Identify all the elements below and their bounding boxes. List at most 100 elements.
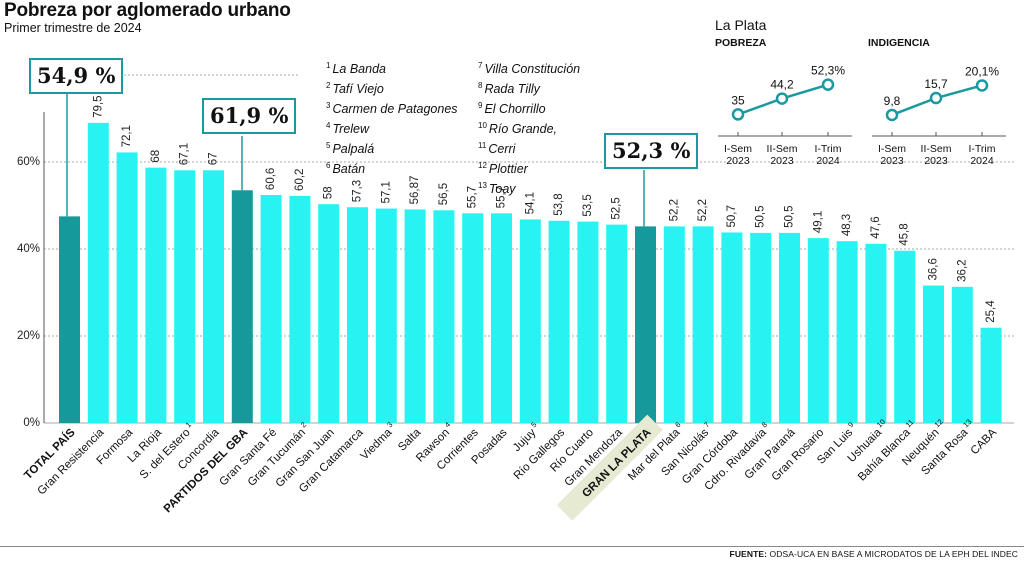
x-tick-label: CABA — [969, 426, 1000, 457]
page-title: Pobreza por aglomerado urbano — [4, 0, 291, 21]
source-label: FUENTE: — [729, 549, 768, 559]
footnote-item: 4 Trelew — [326, 118, 458, 138]
footnote-number: 11 — [478, 140, 487, 150]
inset-period-year: 2023 — [770, 155, 794, 167]
inset-point-label: 9,8 — [884, 94, 901, 108]
bar-value-label: 56,87 — [409, 176, 421, 205]
bar-value-label: 60,2 — [294, 169, 306, 191]
footnote-item: 11 Cerri — [478, 138, 580, 158]
footnote-text: El Chorrillo — [484, 102, 546, 117]
bar-value-label: 52,2 — [668, 199, 680, 221]
footnote-number: 8 — [478, 80, 483, 90]
bar — [145, 167, 167, 423]
inset-period-label: II-Sem — [767, 143, 798, 155]
bar — [404, 209, 426, 423]
x-tick-superscript: 2 — [299, 420, 308, 429]
bar — [203, 170, 224, 423]
x-tick-superscript: 3 — [385, 420, 394, 429]
x-tick-superscript: 4 — [443, 420, 452, 429]
bar — [519, 219, 541, 423]
inset-pobreza-heading: POBREZA — [715, 37, 767, 49]
inset-point — [929, 91, 943, 105]
inset-period-label: I-Sem — [878, 143, 906, 155]
bar-value-label: 57,1 — [380, 181, 392, 203]
bar — [894, 250, 916, 423]
footnote-text: La Banda — [332, 62, 386, 77]
bar — [980, 327, 1002, 423]
footnote-number: 10 — [478, 120, 487, 130]
inset-point-label: 52,3% — [811, 64, 845, 78]
inset-point — [775, 92, 789, 105]
bar — [663, 226, 685, 423]
y-tick-label: 60% — [17, 156, 40, 168]
bar — [318, 204, 340, 423]
x-label-group: CABA — [969, 426, 1000, 457]
bar — [87, 122, 109, 423]
footnote-number: 5 — [326, 140, 331, 150]
bar — [260, 195, 282, 423]
bar — [231, 190, 253, 423]
bar-value-label: 36,2 — [956, 259, 968, 281]
footnote-text: Villa Constitución — [484, 62, 581, 77]
bar-value-label: 60,6 — [265, 168, 277, 190]
inset-title: La Plata — [715, 17, 767, 33]
inset-point-label: 20,1% — [965, 64, 999, 78]
footnote-item: 8 Rada Tilly — [478, 78, 580, 98]
page-subtitle: Primer trimestre de 2024 — [4, 21, 142, 35]
footnote-number: 7 — [478, 61, 483, 70]
footnote-item: 9 El Chorrillo — [478, 98, 580, 118]
footnote-text: Palpalá — [332, 141, 375, 156]
bar — [116, 152, 138, 423]
bar — [491, 213, 512, 423]
footer-divider — [0, 546, 1024, 547]
bar-value-label: 52,5 — [611, 197, 623, 219]
footnote-item: 6 Batán — [326, 158, 458, 178]
bar-value-label: 50,5 — [784, 206, 796, 228]
inset-indigencia-heading: INDIGENCIA — [868, 37, 930, 49]
bar-value-label: 52,2 — [697, 199, 709, 221]
inset-point-label: 35 — [731, 93, 745, 107]
y-tick-label: 20% — [17, 330, 40, 342]
footnote-item: 5 Palpalá — [326, 138, 458, 158]
y-tick-label: 40% — [17, 243, 40, 255]
inset-point — [731, 108, 745, 121]
inset-point — [821, 78, 835, 91]
bar-value-label: 53,8 — [553, 193, 565, 215]
bar — [836, 241, 858, 423]
bar — [433, 210, 455, 423]
bar-value-label: 79,5 — [92, 95, 104, 117]
callout-partidos-gba: 61,9 % — [202, 98, 297, 134]
footnote-text: Trelew — [332, 122, 370, 137]
x-tick-superscript: 8 — [760, 420, 769, 429]
inset-period-label: II-Sem — [921, 143, 952, 155]
bar — [923, 285, 944, 423]
bar — [750, 232, 772, 423]
footnote-text: Batán — [332, 161, 366, 176]
bar-value-label: 48,3 — [841, 214, 853, 236]
footnote-number: 1 — [326, 61, 331, 70]
bar — [462, 213, 484, 423]
inset-period-year: 2023 — [726, 155, 750, 167]
inset-period-year: 2024 — [970, 155, 994, 167]
footnote-number: 4 — [326, 120, 331, 130]
inset-point — [975, 79, 989, 92]
bar-value-label: 56,5 — [438, 183, 450, 205]
footnote-text: Carmen de Patagones — [332, 102, 458, 117]
inset-point — [885, 108, 899, 122]
footnote-number: 9 — [478, 100, 483, 110]
bar — [865, 243, 887, 423]
footnote-item: 12 Plottier — [478, 158, 580, 178]
bar — [375, 208, 397, 423]
bar — [59, 216, 80, 423]
inset-period-year: 2024 — [816, 155, 840, 167]
footnote-item: 2 Tafí Viejo — [326, 78, 458, 98]
footnotes-left: 1 La Banda 2 Tafí Viejo 3 Carmen de Patagones… — [326, 58, 458, 178]
bar-value-label: 57,3 — [352, 180, 364, 202]
bar — [635, 226, 656, 423]
bar-value-label: 58 — [323, 186, 335, 199]
x-tick-superscript: 7 — [702, 420, 711, 429]
x-tick-superscript: 9 — [846, 420, 855, 429]
bar-value-label: 36,6 — [928, 258, 940, 280]
bar-value-label: 55,7 — [496, 186, 508, 208]
